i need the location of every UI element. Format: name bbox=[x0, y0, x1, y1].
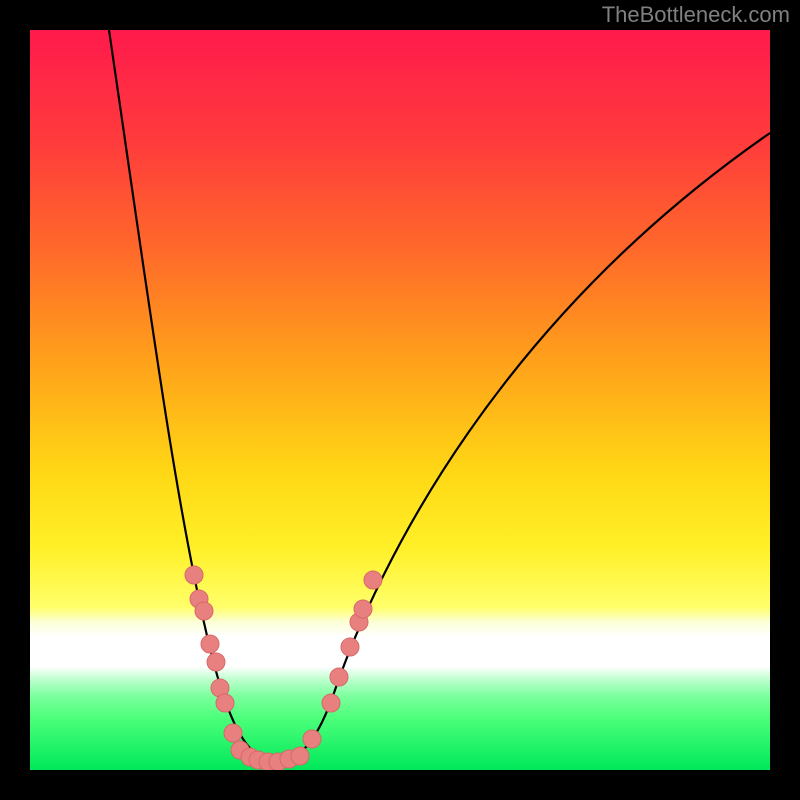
data-marker bbox=[354, 600, 372, 618]
data-marker bbox=[207, 653, 225, 671]
data-marker bbox=[364, 571, 382, 589]
data-marker bbox=[195, 602, 213, 620]
watermark-text: TheBottleneck.com bbox=[602, 2, 790, 28]
data-marker bbox=[216, 694, 234, 712]
bottleneck-chart bbox=[0, 0, 800, 800]
data-marker bbox=[303, 730, 321, 748]
data-marker bbox=[322, 694, 340, 712]
chart-container: TheBottleneck.com bbox=[0, 0, 800, 800]
data-marker bbox=[185, 566, 203, 584]
data-marker bbox=[224, 724, 242, 742]
plot-background bbox=[30, 30, 770, 770]
data-marker bbox=[291, 747, 309, 765]
data-marker bbox=[330, 668, 348, 686]
data-marker bbox=[201, 635, 219, 653]
data-marker bbox=[341, 638, 359, 656]
